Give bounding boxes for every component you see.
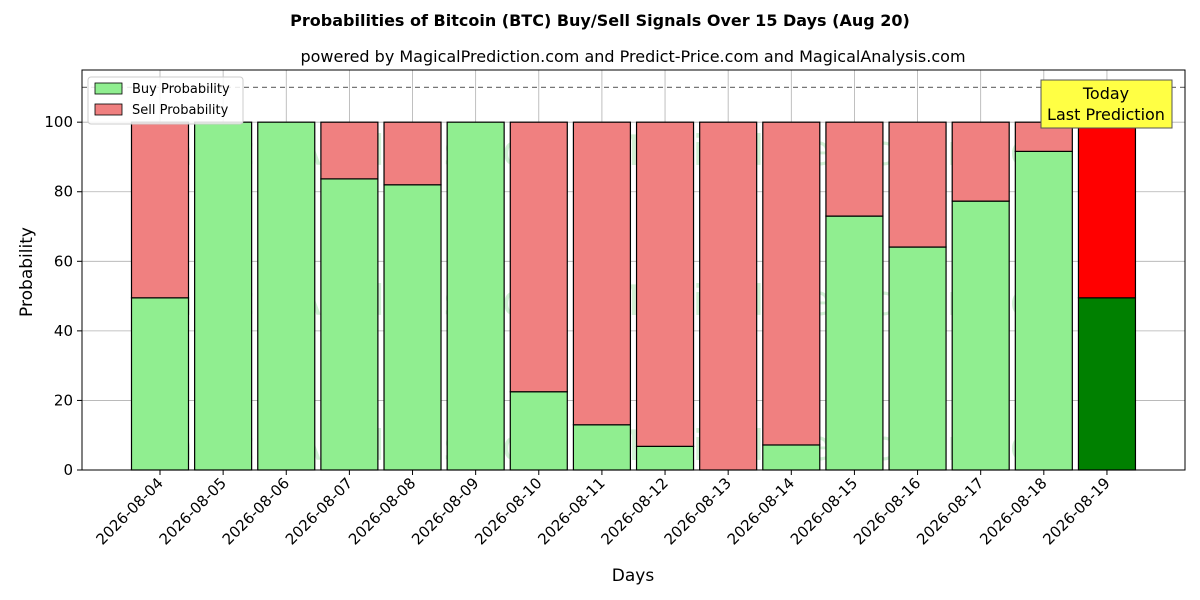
bar-buy — [762, 444, 821, 471]
bar-sell — [888, 121, 947, 248]
plot-frame — [81, 69, 1186, 471]
bar-buy — [572, 424, 632, 471]
bar-sell — [1077, 121, 1137, 299]
bar-buy — [1014, 150, 1073, 471]
chart-subtitle: powered by MagicalPrediction.com and Pre… — [300, 47, 965, 66]
x-tick-label: 2026-08-18 — [976, 474, 1050, 548]
x-tick-label: 2026-08-16 — [850, 474, 924, 548]
legend: Buy Probability Sell Probability — [87, 76, 244, 125]
legend-swatch-buy — [94, 82, 123, 95]
bar-sell — [130, 121, 190, 299]
bar-sell — [951, 121, 1010, 202]
x-tick-label: 2026-08-08 — [345, 474, 419, 548]
today-annotation-box — [1040, 79, 1173, 129]
x-tick-label: 2026-08-11 — [534, 474, 608, 548]
x-tick-label: 2026-08-10 — [471, 474, 545, 548]
y-axis-ticks: 0 20 40 60 80 100 — [44, 113, 82, 479]
y-tick-label: 100 — [44, 113, 73, 131]
bar-buy — [635, 445, 695, 471]
bar-sell — [509, 121, 568, 393]
x-tick-label: 2026-08-12 — [597, 474, 671, 548]
today-annotation-line1: Today — [1082, 84, 1129, 103]
bar-sell — [825, 121, 884, 217]
x-tick-label: 2026-08-13 — [661, 474, 735, 548]
y-tick-label: 80 — [54, 183, 73, 201]
bar-buy — [825, 215, 884, 471]
bar-sell — [762, 121, 821, 446]
x-tick-label: 2026-08-05 — [156, 474, 230, 548]
x-axis-label: Days — [612, 566, 655, 586]
y-tick-label: 0 — [63, 461, 73, 479]
x-tick-label: 2026-08-15 — [787, 474, 861, 548]
legend-swatch-sell — [94, 103, 123, 116]
x-axis-ticks: 2026-08-042026-08-052026-08-062026-08-07… — [92, 470, 1114, 548]
x-tick-label: 2026-08-04 — [92, 474, 166, 548]
today-annotation: Today Last Prediction — [1040, 79, 1173, 129]
bar-sell — [699, 121, 758, 471]
x-tick-label: 2026-08-07 — [282, 474, 356, 548]
bar-buy — [320, 178, 379, 471]
y-tick-label: 40 — [54, 322, 73, 340]
bar-sell — [572, 121, 632, 426]
legend-label-sell: Sell Probability — [132, 103, 229, 118]
legend-box — [87, 76, 244, 125]
bar-sell — [383, 121, 442, 186]
bar-buy — [951, 200, 1010, 471]
bar-buy — [257, 121, 316, 471]
bar-buy — [1077, 297, 1137, 471]
bar-sell — [635, 121, 695, 447]
x-tick-label: 2026-08-09 — [408, 474, 482, 548]
bar-buy — [888, 246, 947, 471]
y-tick-label: 60 — [54, 252, 73, 270]
bar-buy — [509, 391, 568, 471]
y-tick-label: 20 — [54, 391, 73, 409]
bar-buy — [383, 184, 442, 471]
x-tick-label: 2026-08-17 — [913, 474, 987, 548]
x-tick-label: 2026-08-14 — [724, 474, 798, 548]
bars — [130, 121, 1137, 471]
today-annotation-line2: Last Prediction — [1047, 105, 1165, 124]
chart-title: Probabilities of Bitcoin (BTC) Buy/Sell … — [290, 11, 910, 30]
y-axis-label: Probability — [17, 227, 37, 317]
x-tick-label: 2026-08-06 — [219, 474, 293, 548]
bar-buy — [194, 121, 253, 471]
bar-buy — [130, 297, 190, 471]
bar-sell — [320, 121, 379, 180]
bar-buy — [446, 121, 505, 471]
legend-label-buy: Buy Probability — [132, 82, 230, 97]
x-tick-label: 2026-08-19 — [1039, 474, 1113, 548]
